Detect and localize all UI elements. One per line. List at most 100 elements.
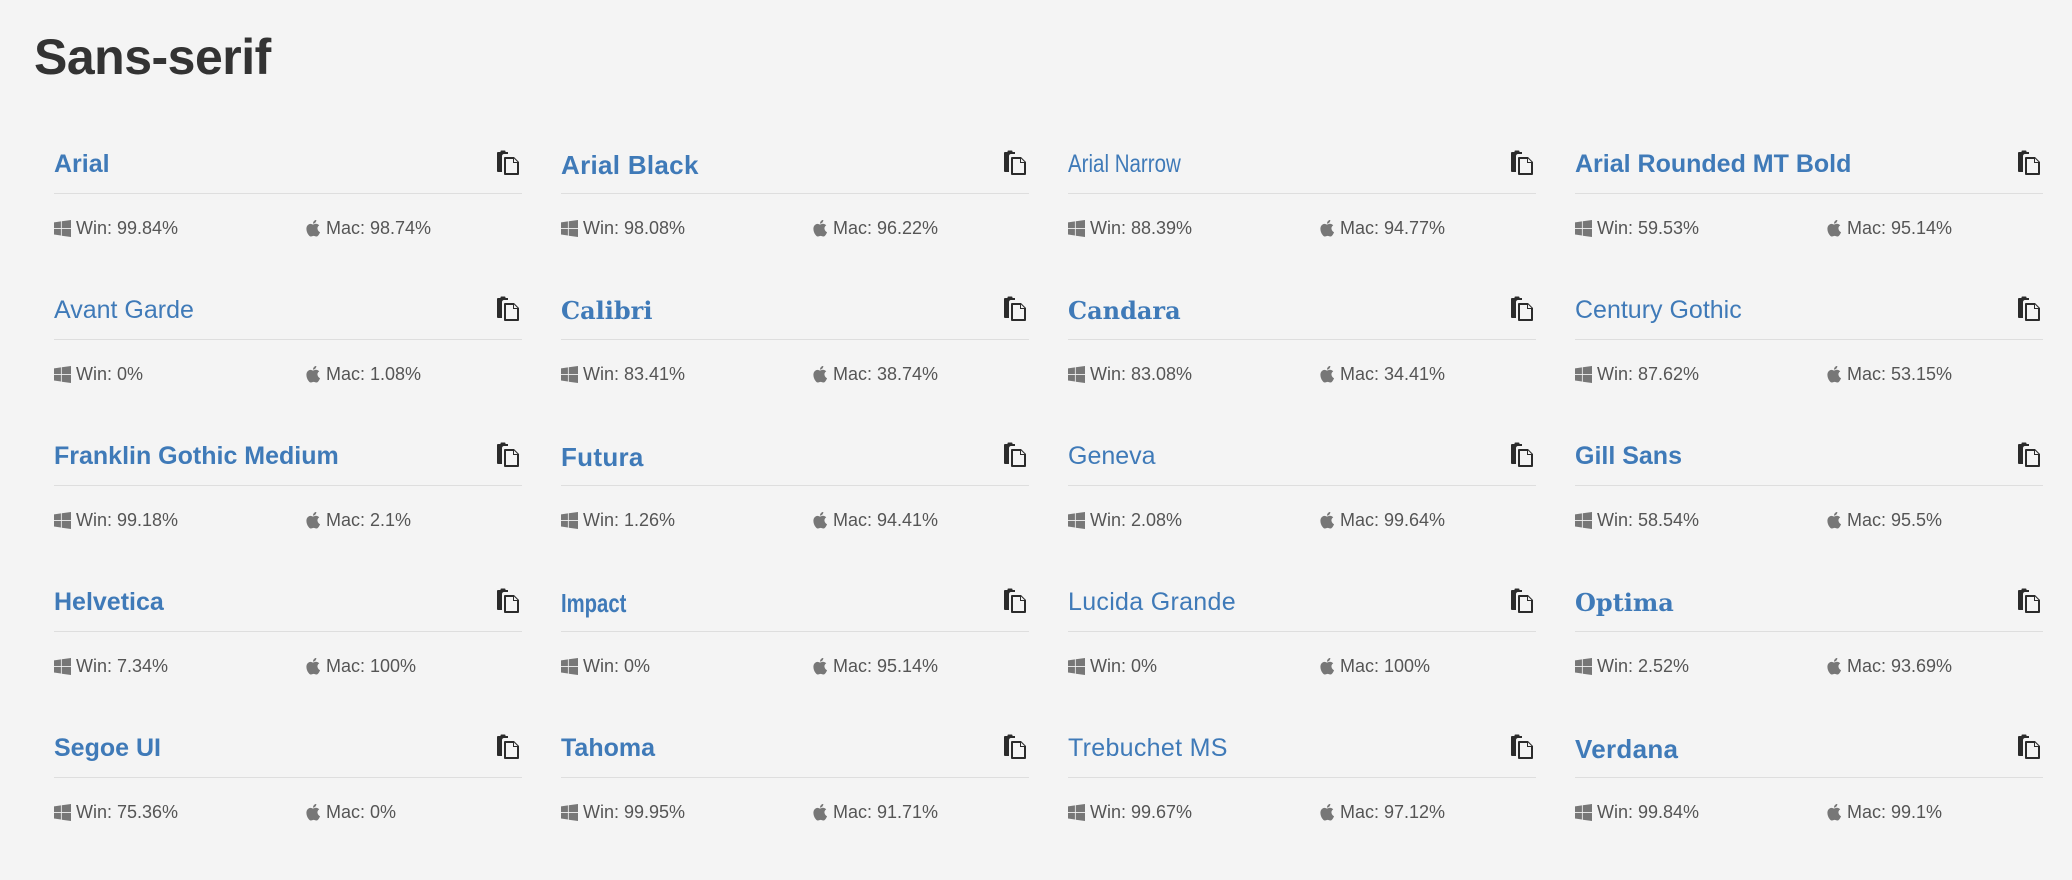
- font-name-link[interactable]: Franklin Gothic Medium: [54, 442, 339, 470]
- windows-icon: [1575, 366, 1592, 383]
- font-name-link[interactable]: Arial: [54, 150, 110, 178]
- mac-value: 2.1%: [370, 510, 412, 530]
- mac-label: Mac:: [833, 802, 873, 822]
- copy-button[interactable]: [1508, 588, 1536, 616]
- windows-icon: [1068, 512, 1085, 529]
- copy-button[interactable]: [494, 150, 522, 178]
- win-value: 0%: [117, 364, 144, 384]
- font-name-link[interactable]: Calibri: [561, 296, 653, 325]
- font-card-header: Tahoma: [561, 724, 1029, 778]
- copy-icon: [497, 588, 519, 613]
- font-card-header: Helvetica: [54, 578, 522, 632]
- mac-stat: Mac: 97.12%: [1320, 802, 1445, 823]
- copy-button[interactable]: [1001, 442, 1029, 470]
- apple-icon: [813, 220, 828, 237]
- mac-stat: Mac: 34.41%: [1320, 364, 1445, 385]
- copy-button[interactable]: [1001, 734, 1029, 762]
- win-value: 88.39%: [1131, 218, 1193, 238]
- copy-button[interactable]: [2015, 442, 2043, 470]
- win-stat: Win: 99.84%: [54, 218, 178, 239]
- font-name-link[interactable]: Optima: [1575, 588, 1674, 617]
- font-card-futura: Futura Win: 1.26%: [561, 432, 1029, 578]
- win-value: 99.67%: [1131, 802, 1193, 822]
- font-grid: Arial Win: 99.84%: [54, 140, 2044, 870]
- font-name-link[interactable]: Century Gothic: [1575, 296, 1742, 324]
- font-card-trebuchet-ms: Trebuchet MS Win: 99.67%: [1068, 724, 1536, 870]
- mac-value: 98.74%: [370, 218, 432, 238]
- font-card-century-gothic: Century Gothic Win: 87.62%: [1575, 286, 2043, 432]
- copy-button[interactable]: [1001, 588, 1029, 616]
- font-card-header: Century Gothic: [1575, 286, 2043, 340]
- font-name-link[interactable]: Avant Garde: [54, 296, 194, 324]
- copy-button[interactable]: [1508, 150, 1536, 178]
- font-stats: Win: 0% Mac: 1.08%: [54, 364, 522, 394]
- font-card-candara: Candara Win: 83.08%: [1068, 286, 1536, 432]
- font-name-link[interactable]: Futura: [561, 442, 644, 472]
- font-name-link[interactable]: Arial Narrow: [1068, 150, 1181, 178]
- mac-value: 91.71%: [877, 802, 939, 822]
- apple-icon: [306, 220, 321, 237]
- windows-icon: [54, 804, 71, 821]
- windows-icon: [54, 366, 71, 383]
- mac-label: Mac:: [833, 218, 873, 238]
- font-name-link[interactable]: Arial Black: [561, 150, 699, 180]
- copy-button[interactable]: [1508, 296, 1536, 324]
- win-value: 0%: [624, 656, 651, 676]
- font-name-link[interactable]: Verdana: [1575, 734, 1679, 764]
- win-stat: Win: 58.54%: [1575, 510, 1699, 531]
- mac-stat: Mac: 94.77%: [1320, 218, 1445, 239]
- copy-button[interactable]: [1001, 296, 1029, 324]
- copy-icon: [497, 150, 519, 175]
- font-name-link[interactable]: Tahoma: [561, 734, 655, 762]
- font-stats: Win: 1.26% Mac: 94.41%: [561, 510, 1029, 540]
- windows-icon: [561, 804, 578, 821]
- copy-button[interactable]: [2015, 734, 2043, 762]
- win-label: Win:: [1090, 802, 1126, 822]
- mac-label: Mac:: [1847, 364, 1887, 384]
- font-name-link[interactable]: Geneva: [1068, 442, 1156, 470]
- mac-stat: Mac: 1.08%: [306, 364, 421, 385]
- win-stat: Win: 88.39%: [1068, 218, 1192, 239]
- windows-icon: [54, 512, 71, 529]
- font-name-link[interactable]: Arial Rounded MT Bold: [1575, 150, 1852, 178]
- font-card-verdana: Verdana Win: 99.84%: [1575, 724, 2043, 870]
- copy-button[interactable]: [1001, 150, 1029, 178]
- font-stats: Win: 99.84% Mac: 99.1%: [1575, 802, 2043, 832]
- copy-button[interactable]: [2015, 588, 2043, 616]
- mac-stat: Mac: 100%: [306, 656, 416, 677]
- mac-label: Mac:: [326, 364, 366, 384]
- font-name-link[interactable]: Helvetica: [54, 588, 164, 616]
- font-name-link[interactable]: Gill Sans: [1575, 442, 1682, 470]
- win-value: 1.26%: [624, 510, 676, 530]
- font-name-link[interactable]: Trebuchet MS: [1068, 734, 1228, 762]
- win-stat: Win: 59.53%: [1575, 218, 1699, 239]
- apple-icon: [306, 512, 321, 529]
- font-card-header: Verdana: [1575, 724, 2043, 778]
- font-card-header: Geneva: [1068, 432, 1536, 486]
- apple-icon: [306, 658, 321, 675]
- windows-icon: [1068, 804, 1085, 821]
- font-stats: Win: 98.08% Mac: 96.22%: [561, 218, 1029, 248]
- copy-button[interactable]: [2015, 296, 2043, 324]
- win-stat: Win: 99.84%: [1575, 802, 1699, 823]
- font-name-link[interactable]: Candara: [1068, 296, 1181, 325]
- copy-button[interactable]: [494, 588, 522, 616]
- copy-button[interactable]: [494, 442, 522, 470]
- font-name-link[interactable]: Lucida Grande: [1068, 588, 1236, 616]
- apple-icon: [813, 512, 828, 529]
- copy-button[interactable]: [2015, 150, 2043, 178]
- font-name-link[interactable]: Segoe UI: [54, 734, 161, 762]
- copy-button[interactable]: [494, 734, 522, 762]
- font-card-arial-narrow: Arial Narrow Win: 88.39%: [1068, 140, 1536, 286]
- win-stat: Win: 83.08%: [1068, 364, 1192, 385]
- copy-button[interactable]: [1508, 734, 1536, 762]
- copy-button[interactable]: [1508, 442, 1536, 470]
- win-stat: Win: 87.62%: [1575, 364, 1699, 385]
- mac-stat: Mac: 95.14%: [813, 656, 938, 677]
- mac-value: 100%: [370, 656, 417, 676]
- windows-icon: [1575, 220, 1592, 237]
- copy-button[interactable]: [494, 296, 522, 324]
- font-name-link[interactable]: Impact: [561, 588, 627, 618]
- font-stats: Win: 0% Mac: 100%: [1068, 656, 1536, 686]
- mac-value: 99.1%: [1891, 802, 1943, 822]
